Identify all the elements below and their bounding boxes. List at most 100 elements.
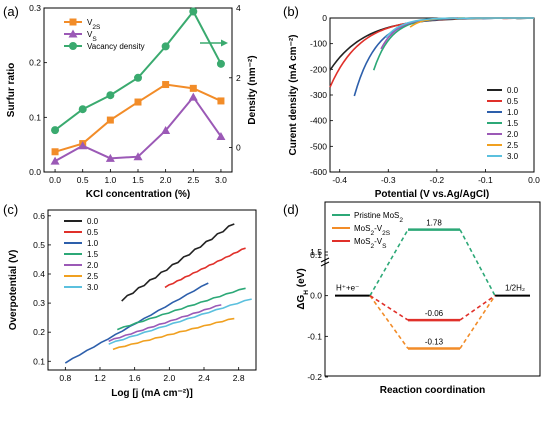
legend-label-part: Vacancy density <box>87 42 145 51</box>
data-point <box>161 42 170 51</box>
y-tick-label: 0.1 <box>33 356 45 366</box>
legend-label-part: MoS <box>354 237 370 246</box>
y-axis-label-part: (eV) <box>296 268 307 290</box>
legend-label: 2.0 <box>87 261 99 270</box>
legend-label: 3.0 <box>87 283 99 292</box>
data-point <box>134 98 142 106</box>
legend-label: 1.5 <box>87 250 99 259</box>
y-tick-label: -500 <box>310 141 327 151</box>
legend-label-part: 2S <box>382 230 391 237</box>
legend-label: MoS2-VS <box>354 237 387 250</box>
legend-label-part: MoS <box>354 224 370 233</box>
x-tick-label: 0.5 <box>77 175 89 185</box>
panel-label-c: (c) <box>3 202 18 217</box>
x-tick-label: 1.6 <box>129 373 141 383</box>
y2-axis-label: Density (nm⁻²) <box>247 55 258 124</box>
legend-label-part: 2S <box>92 24 101 31</box>
legend-marker <box>69 18 77 26</box>
connector-right-2 <box>459 295 496 321</box>
value-label: -0.06 <box>425 309 444 318</box>
x-tick-label: 0.0 <box>49 175 61 185</box>
series-line-1 <box>164 247 246 289</box>
data-point <box>217 97 225 105</box>
y-axis-label: Overpotential (V) <box>8 250 19 331</box>
x-tick-label: 0.8 <box>59 373 71 383</box>
series-line-5 <box>112 317 235 351</box>
y-tick-label: -400 <box>310 116 327 126</box>
legend-label: 1.5 <box>507 119 519 128</box>
data-point <box>106 116 114 124</box>
legend-label: MoS2-V2S <box>354 224 391 237</box>
data-point <box>189 84 197 92</box>
y-tick-label: -0.2 <box>307 372 322 382</box>
panel-c: 0.8 1.2 1.6 2.0 2.4 2.8 0.1 0.2 0.3 0.4 0.5 0.6 0.0 0… <box>3 202 257 399</box>
x-tick-label: -0.3 <box>381 175 396 185</box>
y-tick-label: 0.0 <box>310 291 322 301</box>
x-axis-label: KCl concentration (%) <box>86 189 190 200</box>
x-tick-label: 0.0 <box>528 175 540 185</box>
connector-right-0 <box>459 229 496 297</box>
legend-marker <box>68 29 78 38</box>
connector-left-1 <box>369 295 409 350</box>
x-tick-label: 2.4 <box>198 373 210 383</box>
legend-label: 0.5 <box>87 228 99 237</box>
x-tick-label: 2.8 <box>233 373 245 383</box>
data-point <box>106 91 115 100</box>
legend-marker <box>69 42 77 50</box>
x-axis-label: Reaction coordination <box>380 385 486 396</box>
y-axis-label-part: ΔG <box>296 294 307 309</box>
state-label: H⁺+e⁻ <box>336 284 359 293</box>
value-label: 1.78 <box>426 219 442 228</box>
y-axis-label: Curent density (mA cm⁻²) <box>288 34 299 155</box>
legend-label-part: V <box>87 30 93 39</box>
x-tick-label: 2.0 <box>160 175 172 185</box>
y-tick-label: -0.1 <box>307 331 322 341</box>
plot-frame <box>324 201 541 377</box>
data-point <box>216 131 226 140</box>
x-tick-label: 2.5 <box>187 175 199 185</box>
y-tick-label: 0.4 <box>33 269 45 279</box>
x-tick-label: 1.5 <box>132 175 144 185</box>
legend-label-part: 2 <box>370 230 374 237</box>
data-point <box>50 156 60 165</box>
x-tick-label: -0.2 <box>430 175 445 185</box>
plot-frame <box>47 209 257 371</box>
x-tick-label: 1.0 <box>104 175 116 185</box>
x-axis-label: Potential (V vs.Ag/AgCl) <box>375 189 489 200</box>
panel-label-a: (a) <box>3 4 19 19</box>
series-line-0 <box>121 223 235 302</box>
y2-tick-label: 4 <box>236 3 241 13</box>
legend-label: V2S <box>87 18 101 31</box>
legend-label-part: -V <box>374 237 383 246</box>
legend-label: 2.0 <box>507 130 519 139</box>
y-tick-label: -600 <box>310 167 327 177</box>
y-axis-label: Surfur ratio <box>6 63 17 117</box>
data-point <box>189 7 198 16</box>
legend-label: 3.0 <box>507 152 519 161</box>
y-axis-label-part: H <box>303 290 310 295</box>
y-tick-label: 0.2 <box>33 327 45 337</box>
y-tick-label: 0 <box>322 13 327 23</box>
legend-label: 0.5 <box>507 97 519 106</box>
y-tick-label: -100 <box>310 39 327 49</box>
legend-label: Vacancy density <box>87 42 145 51</box>
series-line-3 <box>116 287 246 331</box>
y-tick-label: 0.2 <box>29 58 41 68</box>
data-point <box>133 152 143 161</box>
connector-right-1 <box>459 295 496 349</box>
panel-label-d: (d) <box>283 202 299 217</box>
data-point <box>216 59 225 68</box>
y-tick-label: -300 <box>310 90 327 100</box>
legend-label-part: Pristine MoS <box>354 211 399 220</box>
legend-label: VS <box>87 30 97 43</box>
y2-tick-label: 0 <box>236 143 241 153</box>
data-point <box>188 92 198 101</box>
series-line-6 <box>108 298 252 345</box>
value-label: -0.13 <box>425 338 444 347</box>
legend-label: 1.0 <box>87 239 99 248</box>
panel-d: 1.50.1 0.0 -0.1 -0.2 1.78 -0.13 -0.06 H⁺+e⁻ 1/2H… <box>283 201 541 396</box>
legend-label-part: 2 <box>370 243 374 250</box>
panel-a: 0.0 0.5 1.0 1.5 2.0 2.5 3.00.00.10.20.3024V2SV… <box>3 3 258 200</box>
legend-label: 2.5 <box>87 272 99 281</box>
